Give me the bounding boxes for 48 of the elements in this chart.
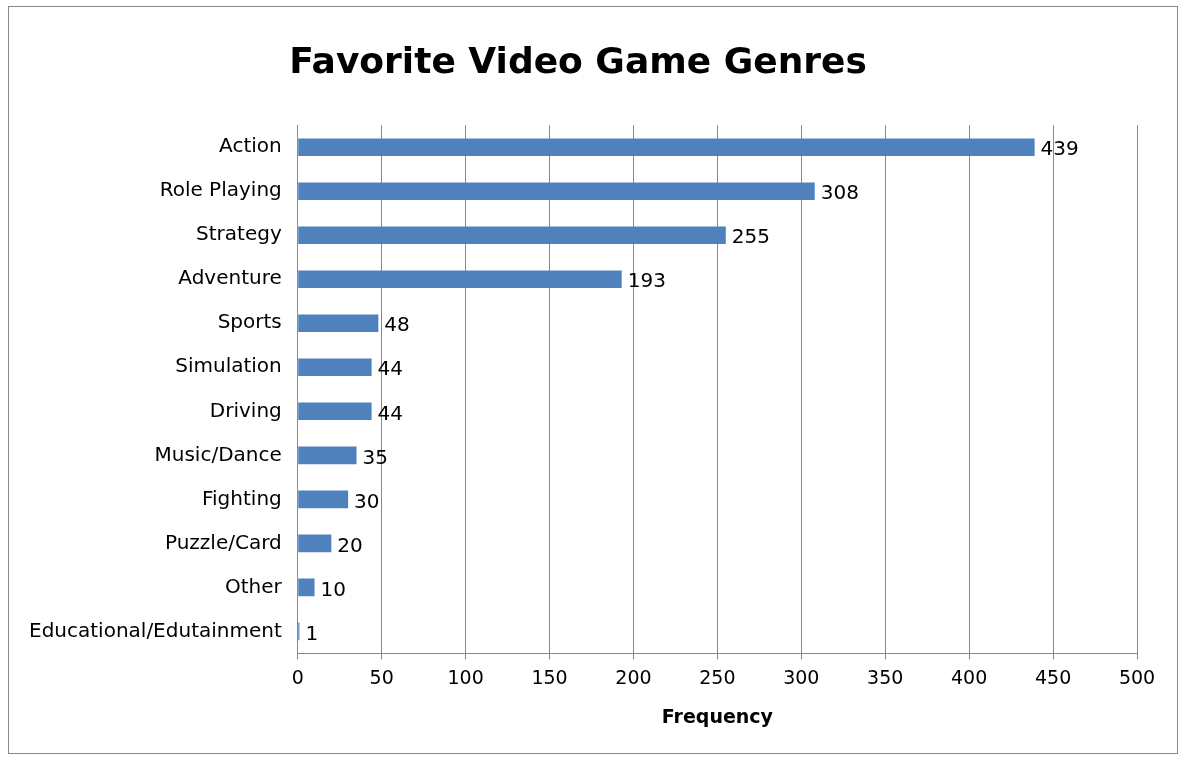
x-tick-label: 0 — [291, 665, 304, 688]
bar — [298, 402, 372, 421]
data-label: 439 — [1040, 136, 1079, 161]
data-label: 44 — [377, 400, 404, 425]
y-tick-label: Other — [224, 573, 283, 598]
bar — [298, 578, 315, 597]
x-tick-label: 400 — [951, 665, 988, 688]
data-label: 48 — [384, 312, 410, 337]
x-tick-label: 350 — [867, 665, 904, 688]
x-tick-label: 450 — [1034, 665, 1072, 688]
x-tick-label: 500 — [1118, 665, 1156, 688]
bar — [298, 446, 357, 465]
bar — [298, 138, 1035, 157]
data-label: 10 — [320, 576, 346, 601]
y-tick-label: Simulation — [175, 353, 282, 378]
y-tick-label: Educational/Edutainment — [29, 617, 282, 642]
x-tick-label: 250 — [699, 665, 736, 688]
data-label: 308 — [820, 180, 859, 205]
bar — [298, 490, 349, 509]
data-label: 44 — [377, 356, 404, 381]
y-tick-label: Fighting — [202, 485, 282, 510]
y-tick-label: Action — [219, 133, 282, 158]
data-label: 20 — [337, 532, 363, 557]
bar — [298, 314, 379, 333]
x-axis-title: Frequency — [661, 704, 774, 727]
data-label: 35 — [362, 444, 388, 469]
x-tick-label: 300 — [783, 665, 820, 688]
data-label: 193 — [627, 268, 666, 293]
bar — [298, 534, 332, 553]
y-tick-label: Puzzle/Card — [164, 529, 282, 554]
data-label: 1 — [305, 620, 319, 645]
chart-title: Favorite Video Game Genres — [289, 39, 867, 81]
bar — [298, 358, 372, 377]
y-tick-label: Music/Dance — [154, 441, 282, 466]
y-tick-label: Role Playing — [159, 177, 282, 202]
bar — [298, 226, 726, 245]
y-tick-label: Adventure — [178, 265, 282, 290]
bar — [298, 270, 622, 289]
x-tick-label: 150 — [531, 665, 568, 688]
y-tick-label: Strategy — [196, 221, 282, 246]
y-tick-label: Sports — [217, 309, 282, 334]
y-tick-label: Driving — [209, 397, 282, 422]
x-tick-label: 100 — [447, 665, 484, 688]
x-tick-label: 200 — [615, 665, 652, 688]
x-tick-label: 50 — [369, 665, 394, 688]
data-label: 30 — [354, 488, 380, 513]
bar — [298, 182, 815, 201]
data-label: 255 — [731, 224, 770, 249]
